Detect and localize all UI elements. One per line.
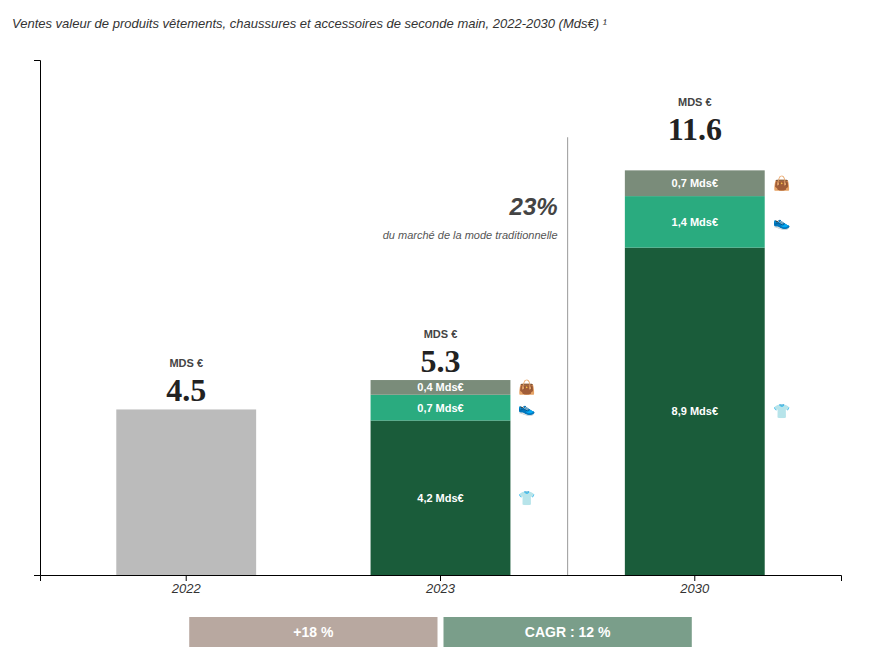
bar-segment [371,380,511,395]
x-tick: 2022 [171,575,202,596]
badge-text: +18 % [293,624,334,640]
total-unit: MDS € [424,328,458,340]
separator [567,137,568,575]
annotation: 23% [509,193,558,220]
data-label: 4,2 Mds€ [417,492,463,504]
segment-icon: 👟 [518,400,536,417]
total-label: 5.3 [421,343,461,379]
x-tick-mark [694,575,695,581]
annotation: du marché de la mode traditionnelle [383,229,558,241]
data-label: 0,4 Mds€ [417,381,463,393]
total-label: 4.5 [166,372,206,408]
labels: 4,2 Mds€ 8,9 Mds€ 0,7 Mds€ 1,4 Mds€ 0,4 Mds€… [166,96,791,505]
x-tick-label: 2022 [171,581,202,596]
badge-text: CAGR : 12 % [525,624,611,640]
chart: Ventes valeur de produits vêtements, cha… [0,0,881,670]
segment-icon: 👕 [773,403,790,419]
badge-box [189,617,437,647]
x-axis-line [41,576,842,582]
segment-icon: 👟 [773,214,791,231]
total-label: 11.6 [668,111,722,147]
bar-segment [625,170,765,196]
total-unit: MDS € [169,357,203,369]
data-label: 0,7 Mds€ [417,402,463,414]
bar-segment [371,421,511,576]
y-axis [34,61,41,576]
bar-segment [625,248,765,575]
title: Ventes valeur de produits vêtements, cha… [12,16,608,31]
bar-segment [625,196,765,248]
x-tick: 2023 [425,575,456,596]
x-tick-mark [440,575,441,581]
total-unit: MDS € [678,96,712,108]
bar-segment [371,395,511,421]
x-tick-mark [186,575,187,581]
badge: CAGR : 12 % [444,617,692,647]
x-axis: 2022 2023 2030 [41,575,842,596]
x-tick-label: 2030 [679,581,710,596]
data-label: 8,9 Mds€ [672,405,718,417]
badge: +18 % [189,617,437,647]
y-axis-line [34,61,41,576]
data-label: 1,4 Mds€ [672,216,718,228]
badge-box [444,617,692,647]
segment-icon: 👜 [518,379,535,396]
data-label: 0,7 Mds€ [672,177,718,189]
segment-icon: 👜 [773,175,790,192]
x-tick-label: 2023 [425,581,456,596]
x-tick: 2030 [679,575,710,596]
segment-icon: 👕 [518,490,535,506]
bars [116,170,764,575]
bar-segment [116,409,256,575]
